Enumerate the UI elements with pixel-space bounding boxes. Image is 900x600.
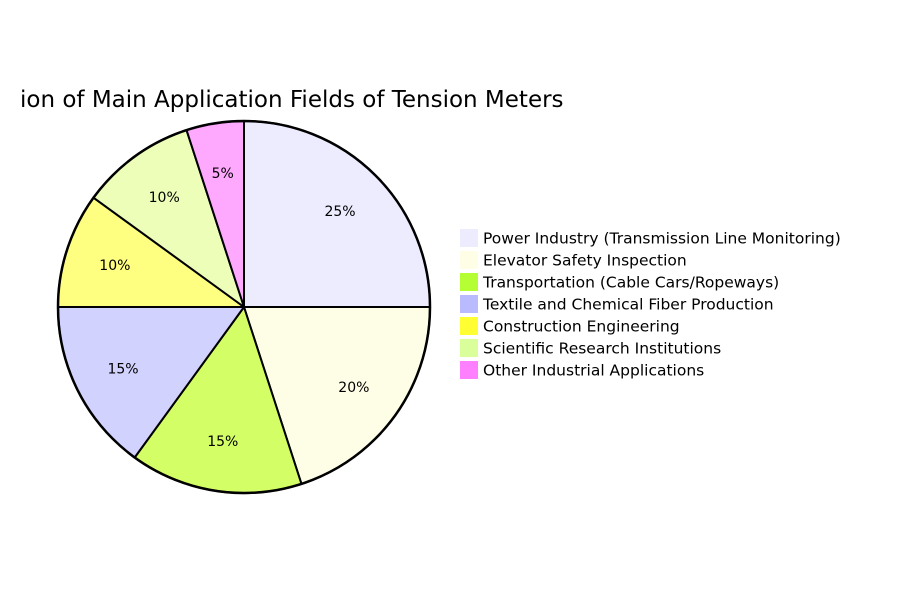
legend-label: Other Industrial Applications xyxy=(483,362,704,380)
legend-swatch xyxy=(460,229,478,247)
pie-slice-labels: 25% 20% 15% 15% 10% 10% 5% xyxy=(99,166,369,450)
legend-swatch xyxy=(460,361,478,379)
legend-item: Power Industry (Transmission Line Monito… xyxy=(460,229,841,248)
legend-item: Transportation (Cable Cars/Ropeways) xyxy=(460,273,779,292)
slice-percent-label: 10% xyxy=(99,258,130,274)
legend-item: Textile and Chemical Fiber Production xyxy=(460,295,774,314)
slice-percent-label: 10% xyxy=(149,190,180,206)
slice-percent-label: 15% xyxy=(207,434,238,450)
legend-label: Construction Engineering xyxy=(483,318,680,336)
legend-label: Elevator Safety Inspection xyxy=(483,252,687,270)
legend-label: Scientific Research Institutions xyxy=(483,340,721,358)
legend-swatch xyxy=(460,273,478,291)
legend-swatch xyxy=(460,339,478,357)
legend-label: Textile and Chemical Fiber Production xyxy=(482,296,774,314)
pie-outline xyxy=(56,119,432,495)
legend-label: Power Industry (Transmission Line Monito… xyxy=(483,230,841,248)
legend-item: Other Industrial Applications xyxy=(460,361,704,380)
slice-percent-label: 25% xyxy=(324,204,355,220)
slice-percent-label: 5% xyxy=(212,166,234,182)
legend-swatch xyxy=(460,295,478,313)
slice-percent-label: 15% xyxy=(107,362,138,378)
legend-swatch xyxy=(460,317,478,335)
pie-slices xyxy=(57,120,431,494)
legend-label: Transportation (Cable Cars/Ropeways) xyxy=(482,274,779,292)
legend-item: Construction Engineering xyxy=(460,317,680,336)
slice-percent-label: 20% xyxy=(338,380,369,396)
legend-item: Scientific Research Institutions xyxy=(460,339,721,358)
legend-swatch xyxy=(460,251,478,269)
legend-item: Elevator Safety Inspection xyxy=(460,251,687,270)
legend: Power Industry (Transmission Line Monito… xyxy=(460,229,841,380)
chart-title: ion of Main Application Fields of Tensio… xyxy=(20,87,564,113)
